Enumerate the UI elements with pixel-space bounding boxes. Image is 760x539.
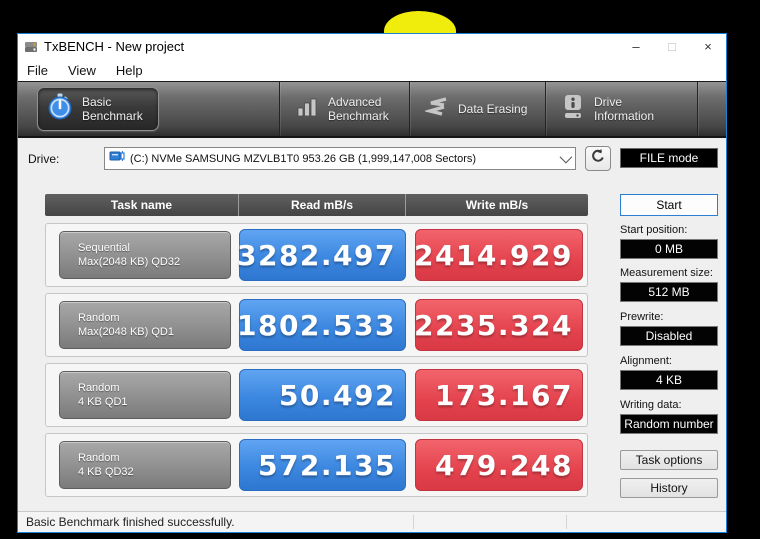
alignment-label: Alignment: [620,355,672,367]
menu-help[interactable]: Help [115,62,143,78]
app-icon [24,40,39,54]
task-button-random-4kb-qd1[interactable]: Random 4 KB QD1 [59,371,231,419]
start-position-label: Start position: [620,224,688,236]
read-value: 50.492 [239,369,406,421]
measurement-size-label: Measurement size: [620,267,713,279]
menu-file[interactable]: File [27,62,48,78]
read-value: 572.135 [239,439,406,491]
drive-info-icon [561,94,585,125]
tab-basic-benchmark-label: Basic Benchmark [82,95,143,123]
menu-bar: File View Help [18,59,726,81]
write-value: 173.167 [415,369,583,421]
bar-chart-icon [295,95,319,124]
drive-label: Drive: [28,152,60,166]
title-bar: TxBENCH - New project – □ × [18,34,726,59]
tab-advanced-benchmark-label: Advanced Benchmark [328,95,389,123]
header-task-name: Task name [110,198,173,212]
table-row: Random 4 KB QD32 572.135 479.248 [45,433,588,497]
drive-icon [109,149,125,168]
table-row: Sequential Max(2048 KB) QD32 3282.497 24… [45,223,588,287]
history-button[interactable]: History [620,478,718,498]
refresh-drives-button[interactable] [585,146,611,171]
status-separator [413,515,414,529]
tab-bar: Basic Benchmark Advanced Benchmark [18,81,726,138]
task-options-button[interactable]: Task options [620,450,718,470]
task-button-random-4kb-qd32[interactable]: Random 4 KB QD32 [59,441,231,489]
write-value: 479.248 [415,439,583,491]
refresh-icon [590,148,606,169]
tab-drive-information[interactable]: Drive Information [546,94,654,125]
writing-data-label: Writing data: [620,399,682,411]
table-row: Random 4 KB QD1 50.492 173.167 [45,363,588,427]
header-write: Write mB/s [405,194,588,216]
chevron-down-icon [559,150,573,164]
maximize-button[interactable]: □ [668,39,676,54]
prewrite-field[interactable]: Disabled [620,326,718,346]
eraser-zigzag-icon [423,95,449,124]
app-window: TxBENCH - New project – □ × File View He… [17,33,727,533]
read-value: 1802.533 [237,299,406,351]
minimize-button[interactable]: – [632,39,640,54]
tab-advanced-benchmark[interactable]: Advanced Benchmark [280,95,389,124]
write-value: 2235.324 [414,299,583,351]
stopwatch-icon [47,93,73,126]
write-value: 2414.929 [414,229,583,281]
close-button[interactable]: × [704,39,712,54]
content-area: Drive: (C:) NVMe SAMSUNG MZVLB1T0 953.26… [18,138,726,511]
drive-selected-value: (C:) NVMe SAMSUNG MZVLB1T0 953.26 GB (1,… [130,152,477,165]
start-position-field[interactable]: 0 MB [620,239,718,259]
status-message: Basic Benchmark finished successfully. [26,515,235,529]
task-button-random-max-qd1[interactable]: Random Max(2048 KB) QD1 [59,301,231,349]
table-header: Task name Read mB/s Write mB/s [45,194,588,216]
tab-basic-benchmark[interactable]: Basic Benchmark [37,87,159,131]
tab-data-erasing-label: Data Erasing [458,102,528,116]
start-button[interactable]: Start [620,194,718,216]
yellow-highlight-blob [384,11,456,34]
drive-select[interactable]: (C:) NVMe SAMSUNG MZVLB1T0 953.26 GB (1,… [104,147,576,170]
tab-drive-information-label: Drive Information [594,95,655,123]
tab-data-erasing[interactable]: Data Erasing [410,95,527,124]
alignment-field[interactable]: 4 KB [620,370,718,390]
writing-data-field[interactable]: Random number [620,414,718,434]
file-mode-button[interactable]: FILE mode [620,148,718,168]
header-read: Read mB/s [238,194,405,216]
prewrite-label: Prewrite: [620,311,664,323]
read-value: 3282.497 [237,229,406,281]
task-button-sequential-qd32[interactable]: Sequential Max(2048 KB) QD32 [59,231,231,279]
table-row: Random Max(2048 KB) QD1 1802.533 2235.32… [45,293,588,357]
status-separator [566,515,567,529]
window-title: TxBENCH - New project [44,39,185,54]
measurement-size-field[interactable]: 512 MB [620,282,718,302]
status-bar: Basic Benchmark finished successfully. [18,511,726,532]
menu-view[interactable]: View [67,62,96,78]
window-controls: – □ × [618,34,726,59]
